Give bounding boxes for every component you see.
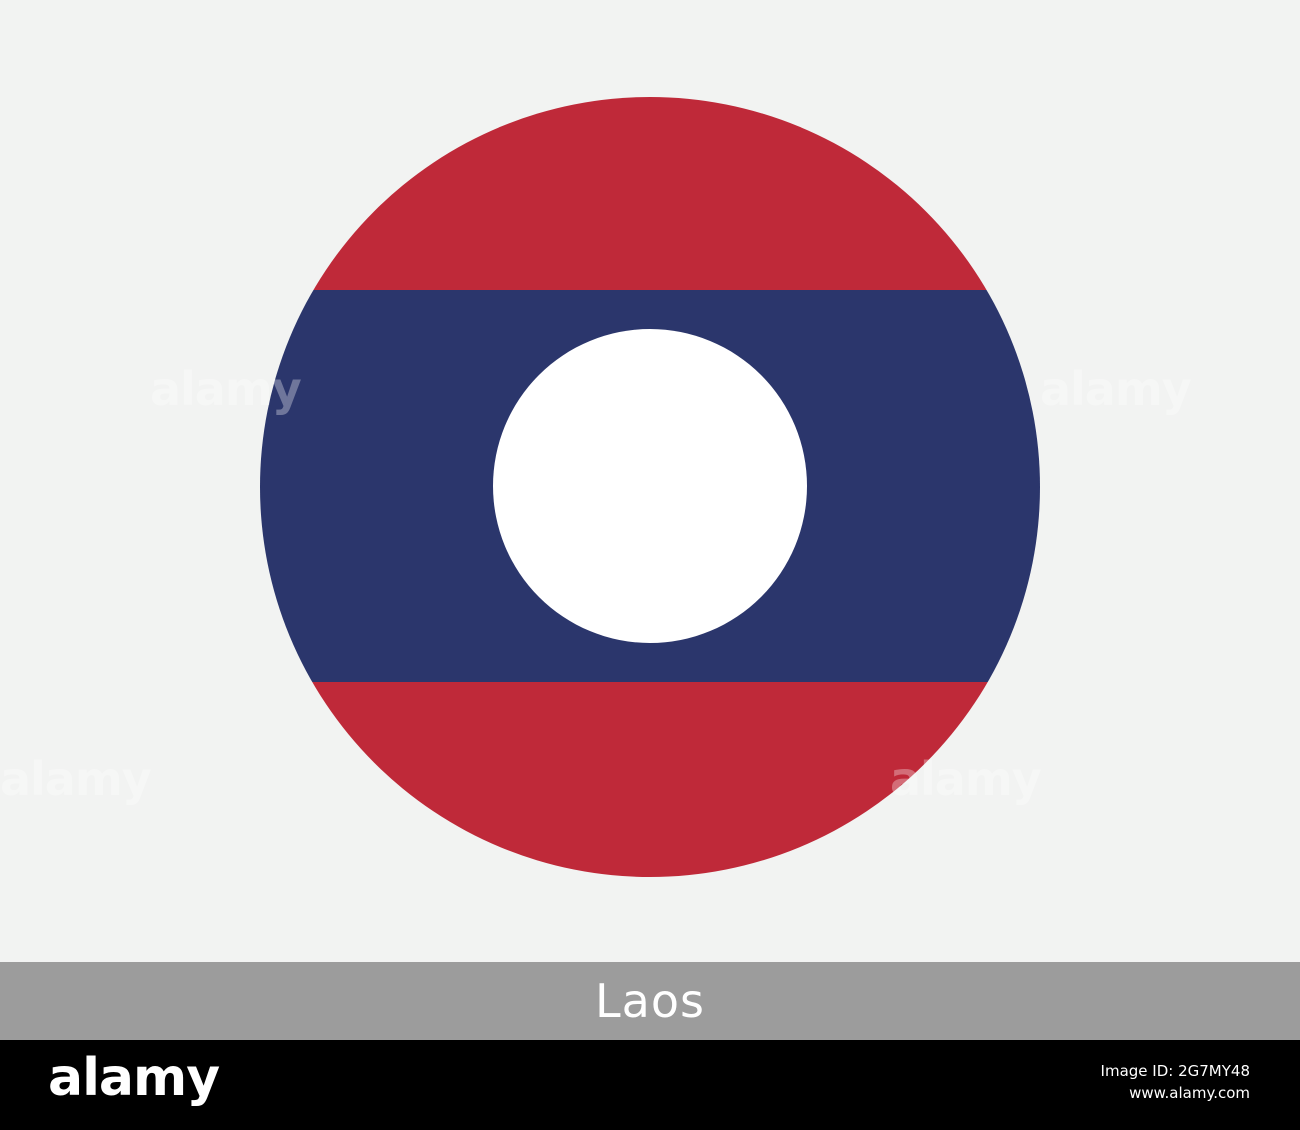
site-url: www.alamy.com	[1129, 1083, 1250, 1102]
red-band-bottom	[260, 682, 1040, 877]
footer-bar	[0, 1040, 1300, 1130]
country-caption: Laos	[595, 974, 705, 1028]
caption-band: Laos	[0, 962, 1300, 1040]
alamy-logo: alamy	[48, 1048, 220, 1108]
laos-round-flag	[260, 97, 1040, 877]
flag-svg	[260, 97, 1040, 877]
watermark-mark: alamy	[1040, 362, 1192, 416]
image-id: Image ID: 2G7MY48	[1100, 1062, 1250, 1080]
red-band-top	[260, 97, 1040, 290]
watermark-mark: alamy	[0, 752, 152, 806]
footer-image-info: Image ID: 2G7MY48 www.alamy.com	[1101, 1061, 1250, 1105]
white-disc	[493, 329, 807, 643]
